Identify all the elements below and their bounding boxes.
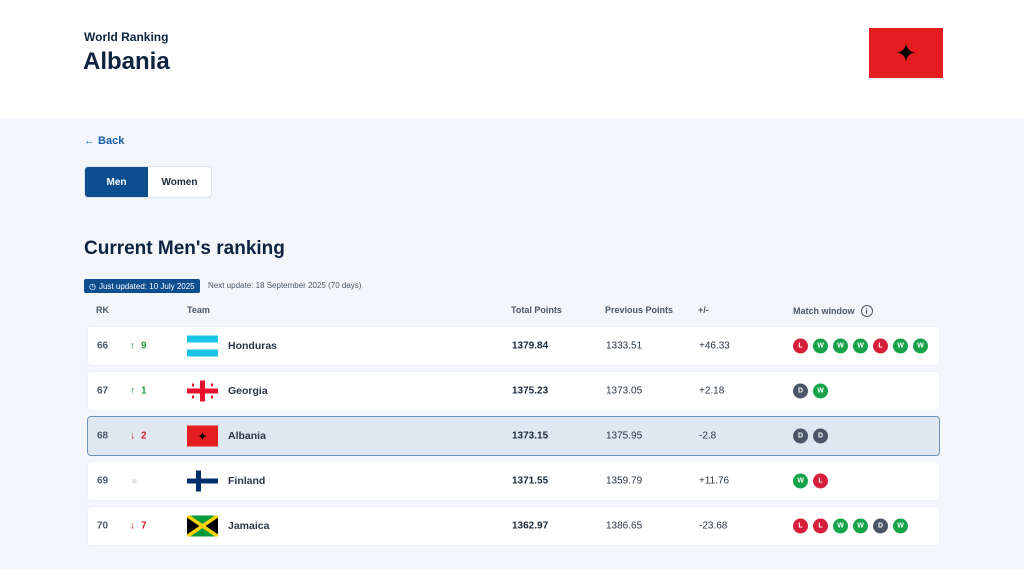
previous-points: 1359.79 (606, 475, 643, 487)
next-update: Next update: 18 September 2025 (70 days) (208, 281, 362, 290)
col-team: Team (187, 305, 210, 315)
col-total: Total Points (511, 305, 562, 315)
match-result-badge[interactable]: L (793, 518, 808, 534)
rank-change-value: 9 (141, 340, 147, 352)
rank-change: ↑ 1 (130, 386, 147, 397)
match-result-badge[interactable]: L (793, 338, 808, 354)
points-diff: +11.76 (699, 475, 730, 487)
tab-women[interactable]: Women (161, 176, 198, 188)
col-diff: +/- (698, 305, 709, 315)
arrow-up-icon: ↑ (130, 340, 135, 352)
clock-icon: ◷ (89, 281, 96, 291)
arrow-down-icon: ↓ (130, 520, 135, 532)
honduras-flag (187, 335, 218, 357)
points-diff: +46.33 (699, 340, 730, 352)
rank-change: ↓ 2 (130, 431, 147, 442)
total-points: 1362.97 (512, 520, 549, 532)
match-result-badge[interactable]: W (813, 338, 828, 354)
match-result-badge[interactable]: W (813, 383, 828, 399)
team-name[interactable]: Albania (228, 430, 266, 442)
updated-text: Just updated: 10 July 2025 (98, 281, 195, 291)
col-match-window: Match window i (793, 305, 873, 317)
previous-points: 1373.05 (606, 385, 643, 397)
total-points: 1379.84 (512, 340, 549, 352)
rank-change-value: 2 (141, 430, 147, 442)
team-name[interactable]: Georgia (228, 385, 268, 397)
col-rk: RK (96, 305, 109, 315)
rank: 67 (97, 385, 109, 397)
previous-points: 1375.95 (606, 430, 643, 442)
match-result-badge[interactable]: W (913, 338, 928, 354)
rank: 68 (97, 430, 109, 442)
team-name[interactable]: Jamaica (228, 520, 270, 532)
match-result-badge[interactable]: W (853, 518, 868, 534)
arrow-down-icon: ↓ (130, 430, 135, 442)
section-title: Current Men's ranking (84, 238, 285, 259)
updated-badge: ◷ Just updated: 10 July 2025 (84, 279, 200, 293)
page-subtitle: World Ranking (84, 30, 169, 44)
match-result-badge[interactable]: D (793, 383, 808, 399)
gender-toggle: Men Women (84, 166, 212, 198)
match-result-badge[interactable]: W (833, 338, 848, 354)
match-result-badge[interactable]: L (813, 473, 828, 489)
match-result-badge[interactable]: D (813, 428, 828, 444)
match-result-badge[interactable]: W (833, 518, 848, 534)
total-points: 1375.23 (512, 385, 549, 397)
rank: 69 (97, 475, 109, 487)
info-icon[interactable]: i (860, 305, 873, 317)
rank-change-value: 1 (141, 385, 147, 397)
match-result-badge[interactable]: W (853, 338, 868, 354)
match-result-badge[interactable]: W (893, 338, 908, 354)
jamaica-flag (187, 515, 218, 537)
team-name[interactable]: Finland (228, 475, 266, 487)
no-change-icon (132, 478, 137, 484)
col-match-window-label: Match window (793, 306, 855, 316)
match-result-badge[interactable]: L (813, 518, 828, 534)
match-result-badge[interactable]: L (873, 338, 888, 354)
points-diff: +2.18 (699, 385, 725, 397)
rank-change: ↓ 7 (130, 521, 147, 532)
match-result-badge[interactable]: W (893, 518, 908, 534)
match-result-badge[interactable]: D (793, 428, 808, 444)
previous-points: 1333.51 (606, 340, 643, 352)
rank: 70 (97, 520, 109, 532)
rank: 66 (97, 340, 109, 352)
tab-men[interactable]: Men (85, 167, 148, 197)
page-header: World Ranking Albania ✦ (0, 0, 1024, 118)
albania-flag: ✦ (187, 425, 218, 447)
svg-text:✦: ✦ (197, 430, 207, 444)
points-diff: -2.8 (699, 430, 717, 442)
rank-change: ↑ 9 (130, 341, 147, 352)
match-result-badge[interactable]: D (873, 518, 888, 534)
team-name[interactable]: Honduras (228, 340, 278, 352)
previous-points: 1386.65 (606, 520, 643, 532)
col-previous: Previous Points (605, 305, 674, 315)
total-points: 1371.55 (512, 475, 549, 487)
rank-change-value: 7 (141, 520, 147, 532)
arrow-up-icon: ↑ (130, 385, 135, 397)
points-diff: -23.68 (699, 520, 728, 532)
total-points: 1373.15 (512, 430, 549, 442)
match-result-badge[interactable]: W (793, 473, 808, 489)
albania-flag: ✦ (869, 28, 943, 78)
finland-flag (187, 470, 218, 492)
page-title: Albania (83, 48, 170, 75)
back-link[interactable]: ← Back (84, 135, 125, 147)
georgia-flag (187, 380, 218, 402)
